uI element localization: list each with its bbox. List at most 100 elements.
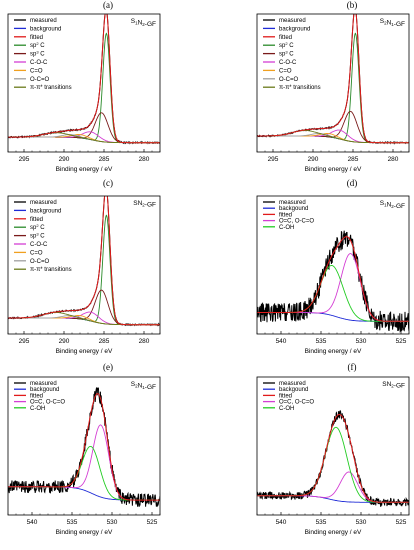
legend-label: fitted [279,212,292,218]
plot-area [257,14,409,145]
legend-label: C=O [279,68,292,74]
series-component [8,312,160,326]
chart-panel: (f) 540 535 530 525 Binding energy / eV SN2-GF… [256,362,410,536]
legend-item: backgound [14,387,59,393]
axis-frame [7,13,161,153]
legend-item: background [14,208,61,214]
legend-item: fitted [263,393,292,399]
legend-item: C=O [14,68,43,74]
legend-item: fitted [263,212,292,218]
legend-label: measured [279,381,306,387]
chart-panel: (d) 540 535 530 525 Binding energy / eV S1N2-G… [256,178,410,355]
legend-item: π-π* transitions [14,85,72,91]
x-tick-label: 540 [276,338,287,345]
legend-label: π-π* transitions [279,85,321,91]
plot-area [257,230,409,333]
legend-item: π-π* transitions [263,85,321,91]
axis-frame [7,195,161,335]
legend-item: O=C, O-C=O [14,400,65,406]
series-component [8,132,160,144]
legend-item: sp2 C [263,41,294,49]
legend-item: O=C, O-C=O [263,219,314,225]
legend-label: C-OH [30,406,45,412]
legend-item: sp2 C [14,41,45,49]
legend-label: O=C, O-C=O [279,219,314,225]
legend-label: O-C=O [30,259,50,265]
legend-item: fitted [263,35,292,41]
x-axis-label: Binding energy / eV [56,166,113,173]
legend-label: sp3 C [30,232,45,240]
x-tick-label: 280 [139,338,150,345]
legend-label: background [279,26,310,32]
legend-item: measured [263,18,306,24]
legend-item: sp3 C [14,232,45,240]
sample-name: SN2-GF [382,381,405,390]
legend-label: background [30,208,61,214]
x-tick-label: 295 [268,156,279,163]
x-tick-label: 535 [316,338,327,345]
legend-item: O-C=O [14,259,50,265]
legend-label: sp2 C [279,41,294,49]
legend-item: measured [14,200,57,206]
x-tick-label: 530 [356,519,367,526]
legend-label: C-OH [279,225,294,231]
series-measured [257,409,409,507]
legend-label: C-O-C [30,60,48,66]
legend-item: measured [263,200,306,206]
x-tick-label: 290 [59,338,70,345]
x-axis-label: Binding energy / eV [305,348,362,355]
series-component [257,130,409,144]
series-component [257,426,409,503]
x-tick-label: 535 [67,519,78,526]
plot-area [8,14,160,145]
x-tick-label: 295 [19,156,30,163]
legend-label: fitted [30,393,43,399]
x-tick-label: 285 [348,156,359,163]
legend-label: backgound [279,387,308,393]
x-tick-label: 525 [396,519,407,526]
series-fitted [8,196,160,326]
legend-label: measured [279,200,306,206]
legend-item: O=C, O-C=O [263,400,314,406]
sample-name: S1N2-GF [380,200,405,210]
x-tick-label: 530 [107,519,118,526]
series-fitted [257,414,409,503]
legend-label: C=O [30,68,43,74]
legend-label: sp2 C [30,223,45,231]
legend-label: O-C=O [279,77,299,83]
x-axis-label: Binding energy / eV [305,166,362,173]
sample-name: S1N2-GF [131,18,156,28]
legend-item: measured [263,381,306,387]
legend-item: C-OH [263,225,294,231]
panel-label: (c) [103,178,113,188]
legend-item: C=O [14,250,43,256]
legend-item: C-O-C [263,60,297,66]
legend-label: sp2 C [30,41,45,49]
legend-label: measured [30,200,57,206]
panel-label: (a) [103,0,113,10]
legend-label: π-π* transitions [30,267,72,273]
x-tick-label: 285 [99,156,110,163]
legend-item: C-O-C [14,242,48,248]
series-fitted [8,14,160,144]
sample-name: S2N1-GF [380,18,405,28]
panel-label: (d) [347,178,358,188]
legend-item: sp3 C [14,50,45,58]
legend-item: fitted [14,35,43,41]
legend-item: π-π* transitions [14,267,72,273]
legend-label: measured [279,18,306,24]
x-tick-label: 295 [19,338,30,345]
axis-frame [256,376,410,516]
x-tick-label: 280 [388,156,399,163]
legend-item: sp2 C [14,223,45,231]
legend-item: backgound [263,206,308,212]
legend-item: C-OH [263,406,294,412]
x-tick-label: 285 [99,338,110,345]
legend-item: O-C=O [263,77,299,83]
legend-label: sp3 C [30,50,45,58]
x-tick-label: 290 [308,156,319,163]
sample-name: SN2-GF [133,200,156,209]
panel-label: (b) [347,0,358,10]
x-axis-label: Binding energy / eV [56,529,113,536]
plot-area [257,409,409,507]
